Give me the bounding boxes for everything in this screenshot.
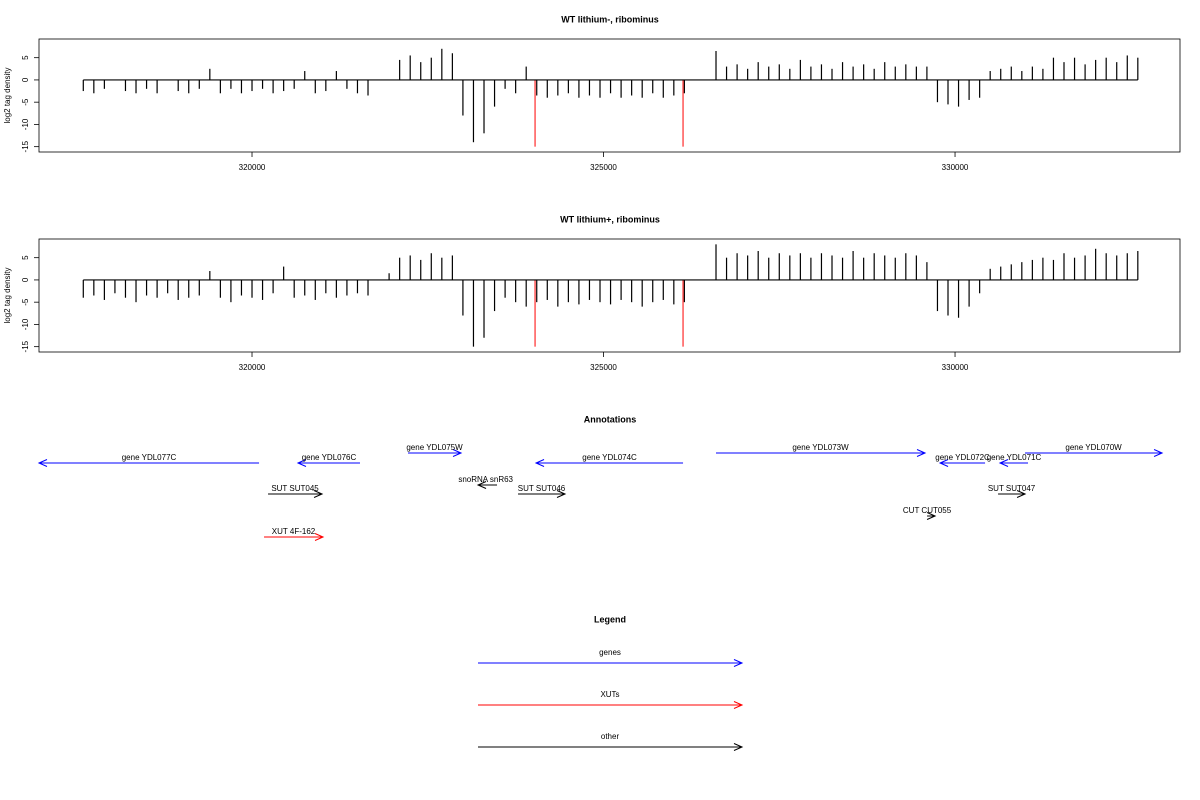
x-tick-label: 330000 xyxy=(942,363,969,372)
annotation-label: gene YDL070W xyxy=(1065,443,1122,452)
annotation-label: gene YDL075W xyxy=(406,443,463,452)
chart-title: WT lithium-, ribominus xyxy=(561,14,659,24)
annotation-arrow-head xyxy=(476,481,487,489)
annotations-title: Annotations xyxy=(584,414,637,424)
annotation-label: gene YDL071C xyxy=(987,453,1042,462)
y-tick-label: 0 xyxy=(21,277,30,282)
legend-arrow-head xyxy=(733,701,744,709)
y-tick-label: -15 xyxy=(21,140,30,152)
annotation-label: gene YDL077C xyxy=(122,453,177,462)
y-tick-label: -5 xyxy=(21,98,30,106)
y-tick-label: 5 xyxy=(21,255,30,260)
x-tick-label: 320000 xyxy=(239,163,266,172)
x-tick-label: 320000 xyxy=(239,363,266,372)
y-tick-label: -15 xyxy=(21,340,30,352)
legend-arrow-head xyxy=(733,659,744,667)
plot-frame xyxy=(38,238,1181,353)
y-tick-label: -5 xyxy=(21,298,30,306)
annotation-arrow-head xyxy=(916,449,927,457)
annotation-label: SUT SUT045 xyxy=(271,484,319,493)
annotation-label: XUT 4F-162 xyxy=(272,527,316,536)
annotation-label: gene YDL074C xyxy=(582,453,637,462)
x-tick-label: 330000 xyxy=(942,163,969,172)
y-axis-label: log2 tag density xyxy=(3,267,12,323)
annotation-label: snoRNA snR63 xyxy=(458,475,513,484)
legend-title: Legend xyxy=(594,614,626,624)
y-tick-label: -10 xyxy=(21,118,30,130)
y-tick-label: 0 xyxy=(21,77,30,82)
plot-frame xyxy=(38,38,1181,153)
legend-label: XUTs xyxy=(600,690,619,699)
legend-label: genes xyxy=(599,648,621,657)
annotation-arrow-head xyxy=(556,490,567,498)
annotation-label: gene YDL076C xyxy=(302,453,357,462)
annotation-label: SUT SUT046 xyxy=(518,484,566,493)
y-tick-label: 5 xyxy=(21,55,30,60)
y-axis-label: log2 tag density xyxy=(3,67,12,123)
annotation-label: CUT CUT055 xyxy=(903,506,952,515)
annotation-label: gene YDL073W xyxy=(792,443,849,452)
y-tick-label: -10 xyxy=(21,318,30,330)
x-tick-label: 325000 xyxy=(590,363,617,372)
x-tick-label: 325000 xyxy=(590,163,617,172)
annotation-arrow-head xyxy=(313,490,324,498)
annotation-arrow-head xyxy=(926,512,937,520)
annotation-arrow-head xyxy=(1016,490,1027,498)
annotation-label: gene YDL072C xyxy=(935,453,990,462)
annotation-arrow-head xyxy=(452,449,463,457)
annotation-arrow-head xyxy=(296,459,307,467)
annotation-arrow-head xyxy=(534,459,545,467)
annotation-arrow-head xyxy=(938,459,949,467)
annotation-arrow-head xyxy=(1153,449,1164,457)
annotation-arrow-head xyxy=(37,459,48,467)
annotation-arrow-head xyxy=(998,459,1009,467)
legend-label: other xyxy=(601,732,620,741)
legend-arrow-head xyxy=(733,743,744,751)
annotation-label: SUT SUT047 xyxy=(988,484,1036,493)
chart-title: WT lithium+, ribominus xyxy=(560,214,660,224)
annotation-arrow-head xyxy=(314,533,325,541)
